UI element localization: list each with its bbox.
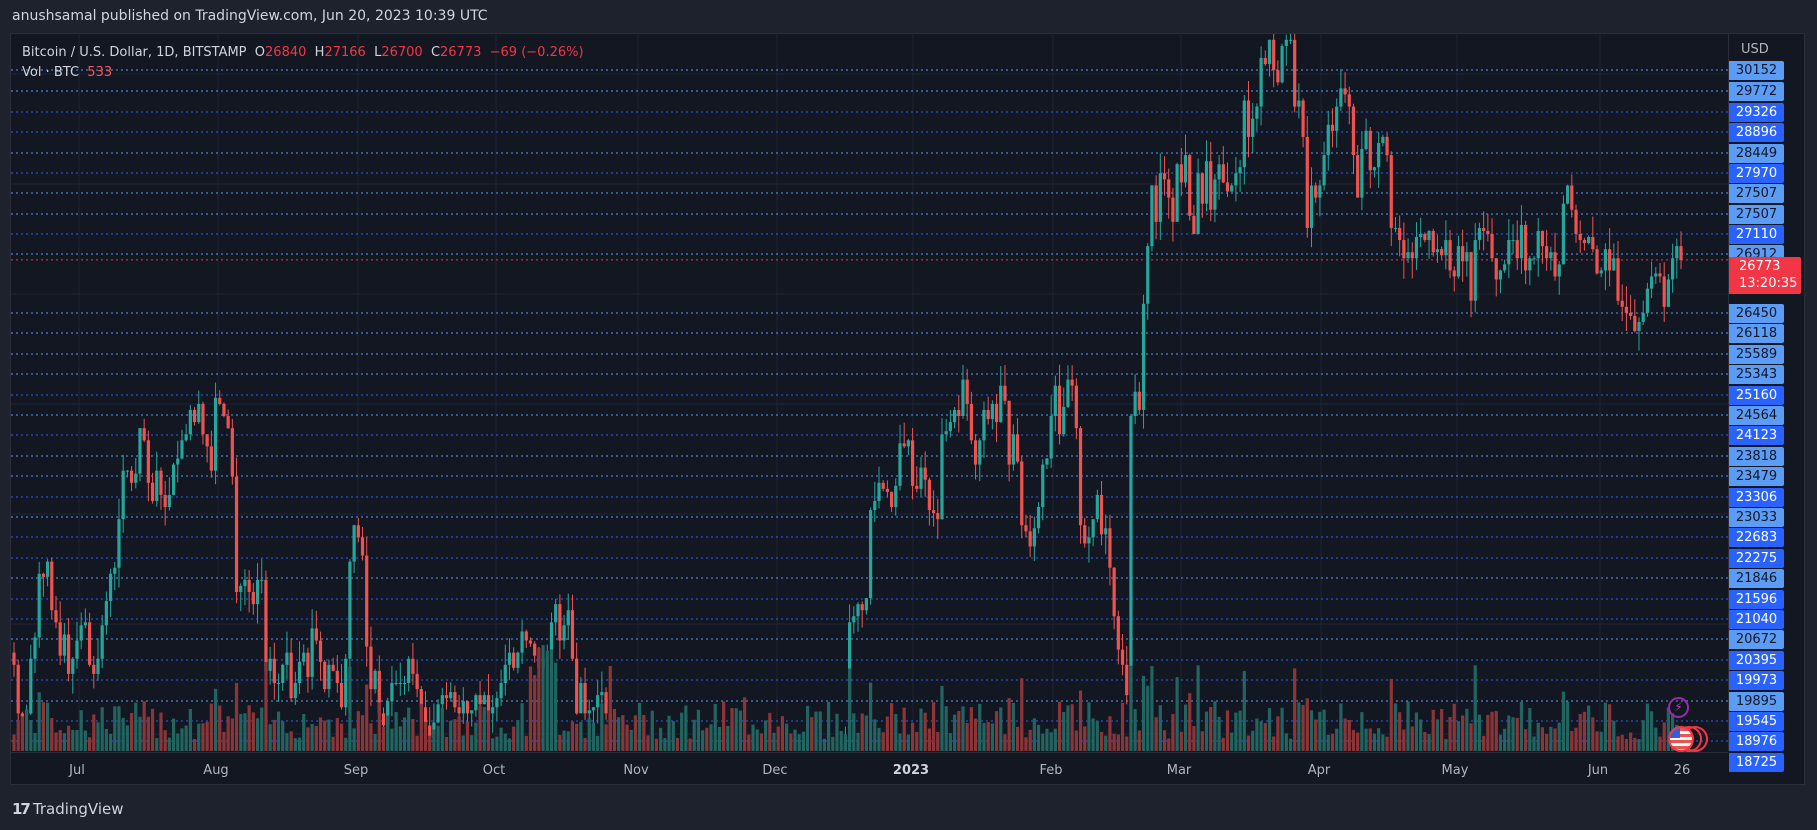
price-level-label: 19545 xyxy=(1729,712,1784,731)
price-level-label: 29772 xyxy=(1729,82,1784,101)
bar-countdown: 13:20:35 xyxy=(1739,276,1798,291)
close-value: 26773 xyxy=(440,45,482,60)
price-level-label: 23818 xyxy=(1729,447,1784,466)
change-value: −69 (−0.26%) xyxy=(489,45,584,60)
price-level-label: 27110 xyxy=(1729,225,1784,244)
candlestick-chart[interactable] xyxy=(11,34,1728,751)
price-level-label: 23306 xyxy=(1729,488,1784,507)
volume-line: Vol · BTC 533 xyxy=(22,63,584,83)
price-level-label: 19973 xyxy=(1729,671,1784,690)
open-value: 26840 xyxy=(265,45,307,60)
price-level-label: 25589 xyxy=(1729,345,1784,364)
price-level-label: 27970 xyxy=(1729,164,1784,183)
price-axis[interactable] xyxy=(1728,34,1805,751)
time-label: 2023 xyxy=(892,763,930,778)
time-label: Nov xyxy=(623,763,649,778)
time-label: Oct xyxy=(482,763,506,778)
price-level-label: 25160 xyxy=(1729,386,1784,405)
price-level-label: 26118 xyxy=(1729,324,1784,343)
us-economic-events-icon[interactable] xyxy=(1668,726,1712,752)
symbol-title[interactable]: Bitcoin / U.S. Dollar, 1D, BITSTAMP xyxy=(22,45,247,60)
low-value: 26700 xyxy=(381,45,423,60)
price-level-label: 19895 xyxy=(1729,692,1784,711)
time-label: May xyxy=(1441,763,1469,778)
publisher-line: anushsamal published on TradingView.com,… xyxy=(12,8,488,24)
high-value: 27166 xyxy=(324,45,366,60)
price-level-label: 20395 xyxy=(1729,651,1784,670)
time-label: Jun xyxy=(1587,763,1609,778)
price-level-label: 20672 xyxy=(1729,630,1784,649)
price-level-label: 21040 xyxy=(1729,610,1784,629)
price-level-label: 22275 xyxy=(1729,549,1784,568)
price-level-label: 23033 xyxy=(1729,508,1784,527)
tradingview-logo[interactable]: 17 TradingView xyxy=(12,800,124,818)
price-level-label: 28449 xyxy=(1729,144,1784,163)
time-label: Jul xyxy=(69,763,85,778)
price-level-label: 25343 xyxy=(1729,365,1784,384)
price-level-label: 27507 xyxy=(1729,184,1784,203)
time-label: Sep xyxy=(343,763,369,778)
lightning-event-icon[interactable]: ⚡ xyxy=(1668,697,1689,718)
price-level-label: 26450 xyxy=(1729,304,1784,323)
volume-title[interactable]: Vol · BTC xyxy=(22,65,80,80)
chart-legend: Bitcoin / U.S. Dollar, 1D, BITSTAMP O268… xyxy=(22,43,584,83)
time-label: 26 xyxy=(1673,763,1691,778)
price-level-label: 21846 xyxy=(1729,569,1784,588)
time-label: Dec xyxy=(762,763,788,778)
price-level-label: 28896 xyxy=(1729,123,1784,142)
price-level-label: 22683 xyxy=(1729,528,1784,547)
current-price-label: 26773 13:20:35 xyxy=(1729,257,1801,294)
price-level-label: 18976 xyxy=(1729,732,1784,751)
price-level-label: 24564 xyxy=(1729,406,1784,425)
volume-value: 533 xyxy=(87,65,113,80)
ohlc-line: Bitcoin / U.S. Dollar, 1D, BITSTAMP O268… xyxy=(22,45,584,60)
time-axis[interactable]: Jul Aug Sep Oct Nov Dec 2023 Feb Mar Apr May Jun 26 xyxy=(11,752,1728,786)
price-level-label: 29326 xyxy=(1729,103,1784,122)
price-level-label: 24123 xyxy=(1729,426,1784,445)
price-level-label: 21596 xyxy=(1729,590,1784,609)
time-label: Mar xyxy=(1166,763,1192,778)
price-level-label: 23479 xyxy=(1729,467,1784,486)
us-flag-icon xyxy=(1668,726,1694,752)
time-label: Feb xyxy=(1039,763,1063,778)
time-label: Aug xyxy=(203,763,229,778)
time-label: Apr xyxy=(1307,763,1331,778)
price-level-label: 18725 xyxy=(1729,753,1784,772)
price-level-label: 30152 xyxy=(1729,61,1784,80)
tradingview-logo-icon: 17 xyxy=(12,800,31,818)
currency-label[interactable]: USD xyxy=(1741,42,1769,57)
price-level-label: 27507 xyxy=(1729,205,1784,224)
